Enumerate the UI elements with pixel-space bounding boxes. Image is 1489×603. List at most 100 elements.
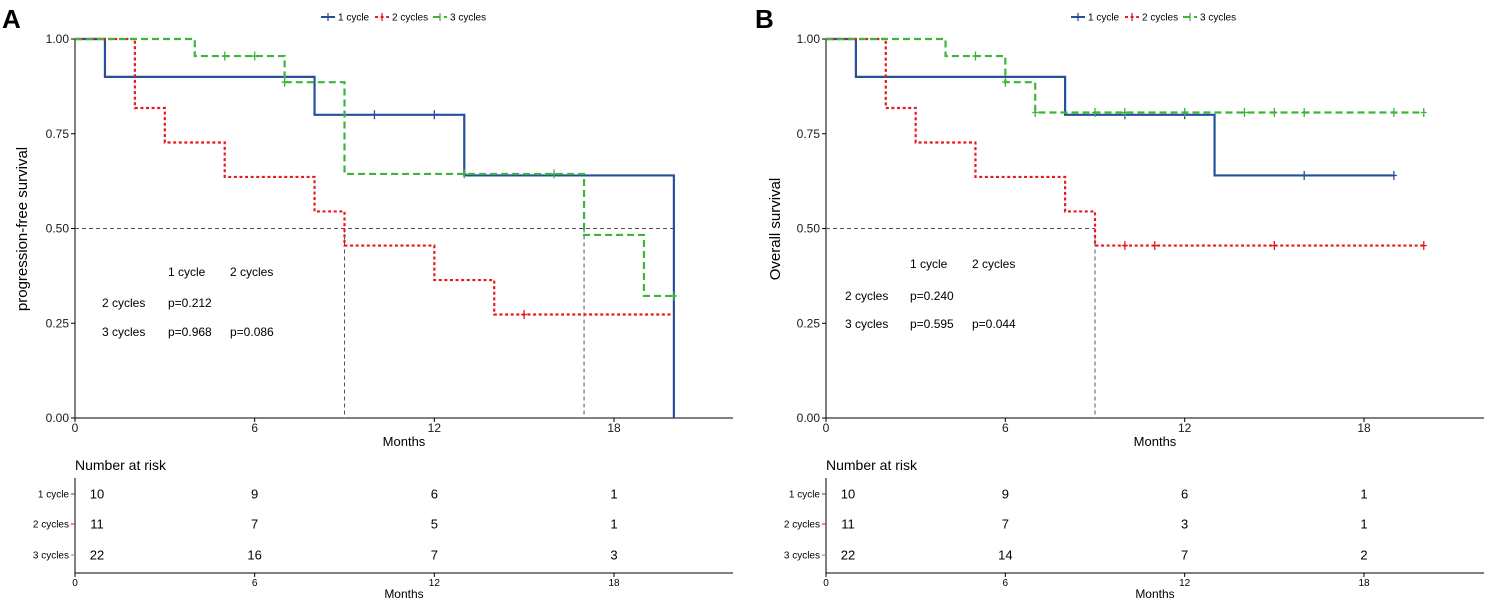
- pvalue-cell: p=0.086: [230, 325, 274, 339]
- censor-mark: [431, 110, 438, 120]
- censor-mark: [551, 169, 558, 179]
- censor-mark: [1271, 241, 1278, 251]
- censor-mark: [1151, 241, 1158, 251]
- y-tick-label: 0.25: [797, 316, 821, 330]
- risk-count: 7: [251, 517, 258, 532]
- series-3-cycles: [75, 37, 677, 301]
- legend: 1 cycle 2 cycles 3 cycles: [1071, 13, 1236, 24]
- pvalue-column-header: 2 cycles: [972, 257, 1015, 271]
- x-tick-label: 12: [1178, 421, 1192, 435]
- risk-count: 10: [90, 487, 104, 502]
- risk-row-label: 1 cycle: [789, 490, 821, 501]
- pvalue-row-label: 2 cycles: [845, 289, 888, 303]
- y-tick-label: 0.00: [797, 411, 821, 425]
- risk-count: 7: [431, 548, 438, 563]
- pvalue-cell: p=0.240: [910, 289, 954, 303]
- survival-plot-area: 1 cycle 2 cycles 3 cycles 0.00 0.25 0.50 0.75 1…: [33, 13, 733, 589]
- series-3-cycles: [826, 37, 1427, 118]
- x-axis-title: Months: [1134, 434, 1177, 449]
- risk-table-x-axis-title: Months: [384, 587, 423, 601]
- censor-mark: [1390, 170, 1397, 180]
- censor-mark: [1420, 241, 1427, 251]
- panel-label: B: [755, 4, 774, 34]
- risk-x-tick-label: 12: [429, 578, 441, 589]
- pvalue-row-label: 3 cycles: [102, 325, 145, 339]
- x-tick-label: 6: [1002, 421, 1009, 435]
- pvalue-cell: p=0.212: [168, 296, 212, 310]
- risk-count: 1: [1360, 517, 1367, 532]
- censor-mark: [1390, 108, 1397, 118]
- censor-mark: [1301, 108, 1308, 118]
- risk-x-tick-label: 18: [608, 578, 620, 589]
- risk-count: 6: [431, 487, 438, 502]
- legend-item-2-cycles: 2 cycles: [1125, 13, 1178, 24]
- km-curve-3-cycles: [75, 37, 674, 298]
- risk-count: 1: [1360, 487, 1367, 502]
- series-2-cycles: [826, 37, 1427, 251]
- risk-x-tick-label: 0: [72, 578, 78, 589]
- panel-b: B Overall survival Months Number at risk…: [755, 4, 1484, 601]
- risk-count: 22: [841, 548, 855, 563]
- km-curve-3-cycles: [826, 37, 1424, 114]
- censor-mark: [521, 310, 528, 320]
- pvalue-row-label: 3 cycles: [845, 317, 888, 331]
- risk-table-title: Number at risk: [826, 457, 918, 473]
- x-axis-title: Months: [383, 434, 426, 449]
- risk-count: 11: [841, 517, 855, 532]
- risk-row-label: 3 cycles: [33, 551, 69, 562]
- censor-mark: [371, 110, 378, 120]
- series-1-cycle: [826, 37, 1397, 180]
- pvalue-column-header: 1 cycle: [910, 257, 948, 271]
- risk-count: 9: [251, 487, 258, 502]
- km-curve-2-cycles: [75, 37, 674, 316]
- risk-x-tick-label: 12: [1179, 578, 1191, 589]
- legend-item-1-cycle: 1 cycle: [1071, 13, 1120, 24]
- censor-mark: [1301, 170, 1308, 180]
- risk-table-x-axis-title: Months: [1135, 587, 1174, 601]
- risk-row-label: 2 cycles: [784, 520, 820, 531]
- risk-count: 6: [1181, 487, 1188, 502]
- censor-mark: [461, 169, 468, 179]
- risk-count: 14: [998, 548, 1012, 563]
- risk-count: 3: [610, 548, 617, 563]
- legend-item-1-cycle: 1 cycle: [321, 13, 370, 24]
- risk-count: 1: [610, 487, 617, 502]
- legend-item-3-cycles: 3 cycles: [1183, 13, 1236, 24]
- risk-x-tick-label: 18: [1358, 578, 1370, 589]
- censor-mark: [1181, 108, 1188, 118]
- legend-label: 3 cycles: [450, 13, 486, 24]
- risk-row-label: 2 cycles: [33, 520, 69, 531]
- x-tick-label: 18: [1357, 421, 1371, 435]
- pvalue-cell: p=0.595: [910, 317, 954, 331]
- risk-x-tick-label: 0: [823, 578, 829, 589]
- risk-row-label: 3 cycles: [784, 551, 820, 562]
- risk-table-title: Number at risk: [75, 457, 167, 473]
- risk-count: 7: [1002, 517, 1009, 532]
- censor-mark: [1092, 108, 1098, 118]
- panel-a: A progression-free survival Months Numbe…: [2, 4, 733, 601]
- risk-count: 7: [1181, 548, 1188, 563]
- censor-mark: [1032, 108, 1039, 118]
- series-2-cycles: [75, 37, 674, 320]
- pvalue-table: 1 cycle 2 cycles 2 cycles p=0.240 3 cycles p=…: [845, 257, 1016, 331]
- risk-count: 10: [841, 487, 855, 502]
- risk-x-tick-label: 6: [252, 578, 258, 589]
- y-axis-title: progression-free survival: [14, 147, 31, 311]
- axes: 0.00 0.25 0.50 0.75 1.00 0 6 12 18: [46, 32, 733, 435]
- x-tick-label: 0: [72, 421, 79, 435]
- pvalue-column-header: 1 cycle: [168, 265, 206, 279]
- y-tick-label: 1.00: [797, 32, 821, 46]
- risk-count: 2: [1360, 548, 1367, 563]
- censor-mark: [1121, 108, 1128, 118]
- y-tick-label: 0.25: [46, 316, 70, 330]
- censor-mark: [972, 51, 979, 61]
- median-lines: [75, 228, 675, 418]
- y-axis-title: Overall survival: [767, 178, 784, 281]
- censor-mark: [1121, 241, 1128, 251]
- legend-label: 2 cycles: [392, 13, 428, 24]
- pvalue-row-label: 2 cycles: [102, 296, 145, 310]
- risk-x-tick-label: 6: [1003, 578, 1009, 589]
- panel-label: A: [2, 4, 21, 34]
- risk-count: 11: [90, 517, 104, 532]
